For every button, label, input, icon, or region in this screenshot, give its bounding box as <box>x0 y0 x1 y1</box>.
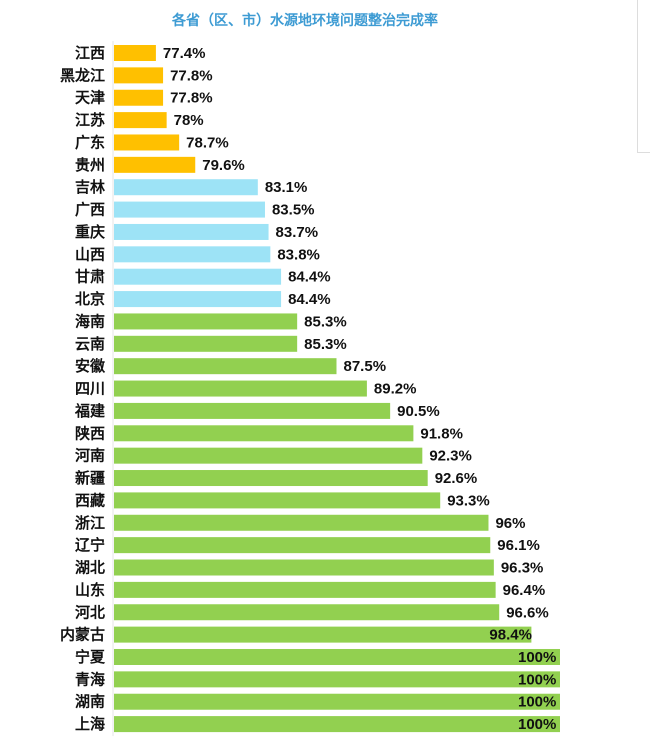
bar <box>114 313 298 330</box>
bar <box>114 335 298 352</box>
category-label: 内蒙古 <box>60 626 105 644</box>
bar <box>114 268 282 285</box>
category-label: 北京 <box>75 290 105 308</box>
bar <box>114 492 441 509</box>
data-label: 77.8% <box>170 67 213 84</box>
bar <box>114 559 494 576</box>
category-label: 浙江 <box>75 514 105 532</box>
data-label: 90.5% <box>397 403 440 420</box>
category-label: 河南 <box>75 447 105 465</box>
category-label: 辽宁 <box>75 536 105 554</box>
bar <box>114 425 414 442</box>
data-label: 96% <box>495 515 525 532</box>
bar <box>114 671 560 688</box>
data-label: 78.7% <box>186 134 229 151</box>
bar <box>114 223 269 240</box>
data-label: 84.4% <box>288 291 331 308</box>
data-label: 96.3% <box>501 560 544 577</box>
data-label: 83.1% <box>265 179 308 196</box>
data-label: 100% <box>518 716 556 733</box>
category-label: 重庆 <box>75 223 105 241</box>
data-label: 100% <box>518 694 556 711</box>
category-label: 广东 <box>75 133 105 151</box>
data-label: 77.8% <box>170 90 213 107</box>
bar <box>114 581 496 598</box>
category-label: 广西 <box>75 201 105 219</box>
category-label: 湖南 <box>75 693 105 711</box>
bar <box>114 716 560 733</box>
data-label: 83.8% <box>277 246 320 263</box>
bar <box>114 447 423 464</box>
bar <box>114 179 258 196</box>
bar <box>114 112 167 129</box>
category-label: 宁夏 <box>75 648 106 666</box>
category-label: 福建 <box>74 402 106 420</box>
category-label: 陕西 <box>75 424 105 442</box>
bar <box>114 67 164 84</box>
chart-title: 各省（区、市）水源地环境问题整治完成率 <box>172 12 438 28</box>
category-label: 云南 <box>75 335 105 353</box>
bar <box>114 45 156 61</box>
data-label: 84.4% <box>288 269 331 286</box>
category-label: 新疆 <box>75 469 105 487</box>
data-label: 83.5% <box>272 202 315 219</box>
bar <box>114 201 265 218</box>
category-label: 山东 <box>75 581 105 599</box>
bar <box>114 291 282 308</box>
data-label: 87.5% <box>344 358 387 375</box>
bar <box>114 89 164 106</box>
category-label: 河北 <box>75 603 105 621</box>
category-label: 上海 <box>75 715 105 733</box>
data-label: 96.4% <box>503 582 546 599</box>
data-label: 85.3% <box>304 313 347 330</box>
bar <box>114 693 560 710</box>
data-label: 92.6% <box>435 470 478 487</box>
bar <box>114 470 428 487</box>
data-label: 100% <box>518 649 556 666</box>
bar <box>114 246 271 263</box>
category-label: 四川 <box>75 381 105 398</box>
data-label: 96.1% <box>497 537 540 554</box>
side-frame <box>637 0 650 153</box>
bar <box>114 604 500 621</box>
data-label: 89.2% <box>374 381 417 398</box>
data-label: 98.4% <box>489 627 532 644</box>
data-label: 91.8% <box>420 425 463 442</box>
category-label: 天津 <box>75 89 105 107</box>
bar <box>114 648 560 665</box>
category-label: 安徽 <box>75 357 106 375</box>
data-label: 77.4% <box>163 45 206 62</box>
category-label: 青海 <box>75 670 105 688</box>
category-label: 黑龙江 <box>60 66 105 84</box>
bar <box>114 156 196 173</box>
bar <box>114 358 337 375</box>
category-label: 贵州 <box>75 156 105 174</box>
bar <box>114 537 491 554</box>
data-label: 85.3% <box>304 336 347 353</box>
bar <box>114 380 367 397</box>
category-label: 江西 <box>75 44 105 62</box>
data-label: 79.6% <box>202 157 245 174</box>
data-label: 78% <box>174 112 204 129</box>
category-label: 吉林 <box>75 178 106 196</box>
category-label: 海南 <box>75 312 105 330</box>
data-label: 96.6% <box>506 604 549 621</box>
data-label: 93.3% <box>447 492 490 509</box>
bar <box>114 626 532 643</box>
data-label: 83.7% <box>276 224 319 241</box>
data-label: 92.3% <box>429 448 472 465</box>
category-label: 湖北 <box>75 560 105 577</box>
category-label: 江苏 <box>75 111 105 129</box>
category-label: 西藏 <box>75 491 105 509</box>
bar <box>114 514 489 531</box>
data-label: 100% <box>518 671 556 688</box>
category-label: 甘肃 <box>75 268 105 286</box>
bar <box>114 402 391 419</box>
category-label: 山西 <box>75 246 105 263</box>
bar <box>114 134 180 151</box>
